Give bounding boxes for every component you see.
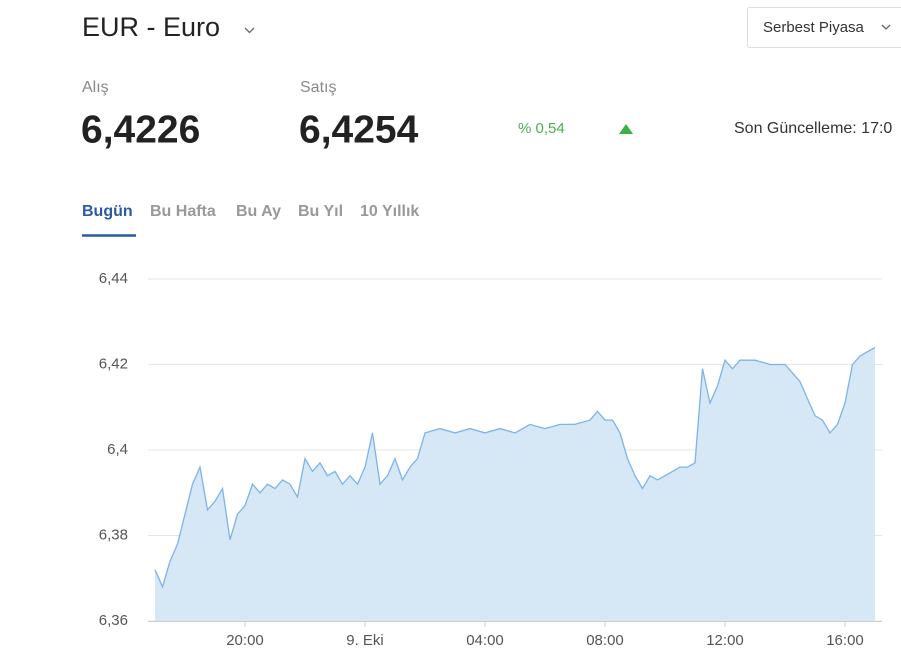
market-dropdown[interactable] — [747, 7, 901, 48]
title-chevron[interactable] — [244, 27, 255, 34]
up-arrow — [619, 124, 633, 134]
buy-label: Alış — [82, 79, 109, 96]
sell-value: 6,4254 — [299, 108, 419, 151]
x-tick-label: 04:00 — [466, 632, 504, 649]
x-tick-label: 20:00 — [226, 632, 264, 649]
y-tick-label: 6,38 — [99, 526, 128, 543]
dropdown-chevron — [881, 24, 891, 30]
x-tick-label: 12:00 — [706, 632, 744, 649]
buy-value: 6,4226 — [81, 108, 200, 151]
tab[interactable]: Bu Hafta — [150, 203, 216, 220]
y-tick-label: 6,36 — [99, 612, 128, 629]
x-tick-label: 9. Eki — [346, 632, 384, 649]
tabs: Bugün Bu Hafta Bu Ay Bu Yıl 10 Yıllık — [82, 203, 419, 220]
change: % 0,54 — [518, 120, 565, 137]
tab[interactable]: Bu Ay — [236, 203, 281, 220]
x-tick-label: 16:00 — [826, 632, 864, 649]
tab[interactable]: Bugün — [82, 203, 133, 220]
sell-label: Satış — [300, 79, 336, 96]
x-tick-label: 08:00 — [586, 632, 624, 649]
price-line — [154, 346, 876, 589]
y-tick-label: 6,4 — [107, 441, 128, 458]
y-tick-label: 6,42 — [99, 355, 128, 372]
last-update: Son Güncelleme: 17:0 — [734, 120, 892, 137]
market-select[interactable]: Serbest Piyasa — [763, 19, 865, 36]
tab[interactable]: 10 Yıllık — [360, 203, 419, 220]
chart: 6,36 6,38 6,4 6,42 6,44 20:00 9. Eki 04:00 08:00… — [99, 270, 882, 649]
y-tick-label: 6,44 — [99, 270, 128, 287]
tab[interactable]: Bu Yıl — [298, 203, 343, 220]
currency-title: EUR - Euro — [82, 12, 220, 42]
area-fill — [155, 347, 875, 621]
